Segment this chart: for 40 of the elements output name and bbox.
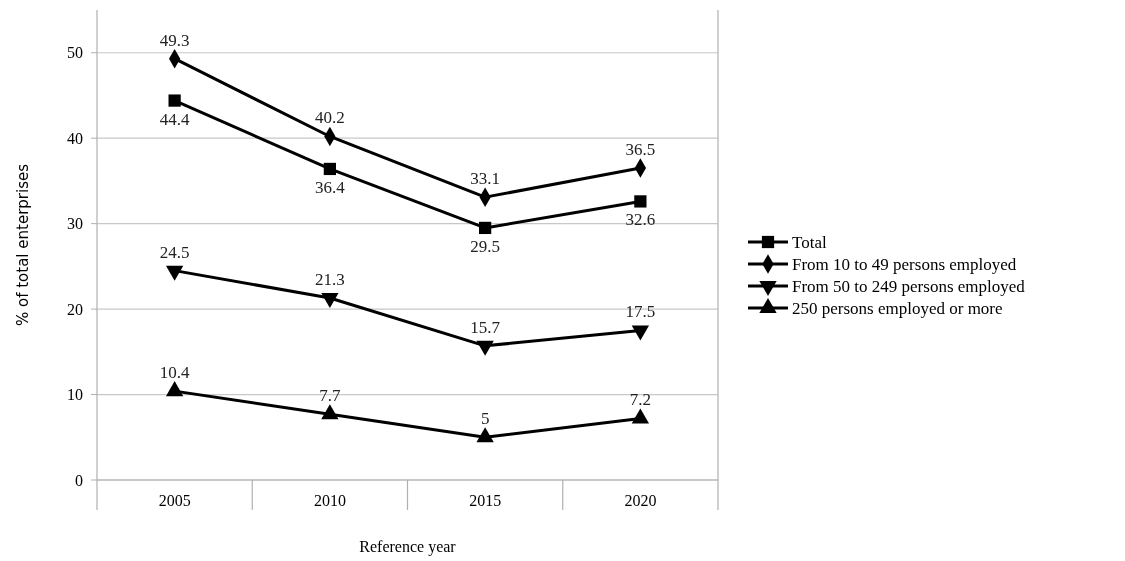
data-label: 21.3 bbox=[315, 269, 345, 289]
y-tick-label: 0 bbox=[75, 471, 83, 489]
point bbox=[165, 381, 184, 397]
data-label: 36.5 bbox=[625, 140, 656, 160]
data-label: 44.4 bbox=[159, 109, 190, 129]
x-axis-title: Reference year bbox=[359, 538, 457, 556]
data-label: 5 bbox=[480, 409, 490, 429]
data-label: 32.6 bbox=[625, 210, 656, 230]
x-tick-label: 2005 bbox=[158, 492, 191, 509]
data-label: 33.1 bbox=[470, 169, 500, 189]
data-label: 15.7 bbox=[470, 317, 501, 337]
data-label: 17.5 bbox=[625, 302, 656, 322]
point bbox=[634, 195, 647, 208]
data-label: 24.5 bbox=[159, 242, 190, 262]
data-label: 40.2 bbox=[315, 108, 345, 128]
y-tick-label: 50 bbox=[67, 44, 83, 62]
y-axis-title: % of total enterprises bbox=[14, 163, 32, 327]
point bbox=[479, 221, 492, 235]
point bbox=[321, 404, 339, 420]
x-tick-label: 2010 bbox=[313, 492, 346, 509]
data-label: 49.3 bbox=[159, 30, 190, 50]
data-label: 29.5 bbox=[470, 236, 500, 256]
legend-label: From 50 to 249 persons employed bbox=[792, 276, 1026, 296]
data-label: 10.4 bbox=[159, 363, 190, 383]
y-tick-label: 10 bbox=[67, 386, 83, 404]
point bbox=[631, 408, 650, 424]
point bbox=[323, 162, 336, 176]
legend-label: From 10 to 49 persons employed bbox=[792, 254, 1017, 274]
data-label: 7.7 bbox=[319, 386, 341, 406]
point bbox=[476, 427, 494, 443]
y-tick-label: 20 bbox=[67, 300, 83, 318]
y-tick-label: 30 bbox=[67, 215, 83, 233]
data-label: 7.2 bbox=[629, 390, 651, 410]
legend-label: 250 persons employed or more bbox=[792, 298, 1003, 318]
point bbox=[168, 94, 181, 107]
x-tick-label: 2015 bbox=[469, 492, 502, 509]
data-label: 36.4 bbox=[315, 177, 346, 197]
x-tick-label: 2020 bbox=[624, 492, 657, 509]
y-tick-label: 40 bbox=[67, 129, 83, 147]
legend-label: Total bbox=[792, 232, 827, 252]
